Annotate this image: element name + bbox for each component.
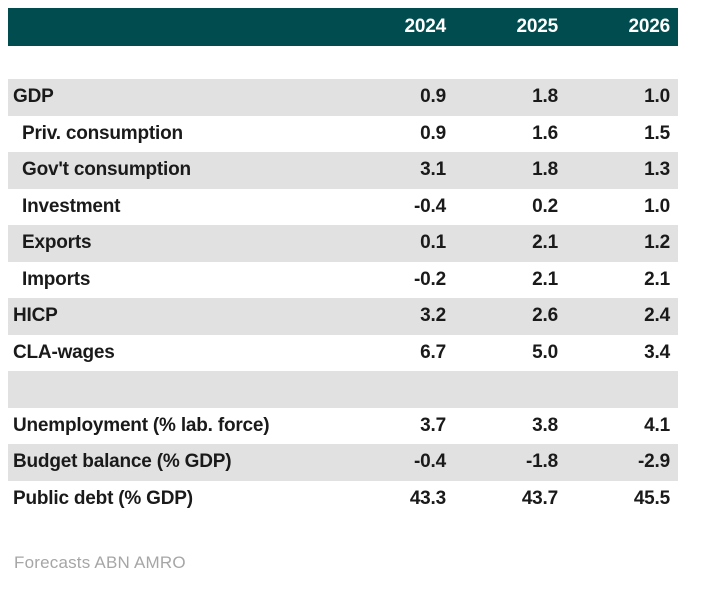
cell-value: -0.2 [414,268,446,290]
cell-value: 1.3 [644,159,670,181]
cell-value: 3.8 [532,414,558,436]
table-row: Unemployment (% lab. force) 3.7 3.8 4.1 [8,407,678,444]
cell-value: -0.4 [414,195,446,217]
row-label: GDP [13,86,54,108]
row-label: CLA-wages [13,341,115,363]
cell-value: 1.8 [532,159,558,181]
cell-value: 43.7 [521,487,558,509]
row-label: Priv. consumption [22,122,183,144]
table-row: HICP 3.2 2.6 2.4 [8,298,678,335]
header-body-gap [8,46,678,79]
row-label: Budget balance (% GDP) [13,451,232,473]
cell-value: -1.8 [526,451,558,473]
cell-value: 1.8 [532,86,558,108]
cell-value: -2.9 [638,451,670,473]
table-row: GDP 0.9 1.8 1.0 [8,79,678,116]
row-label: Imports [22,268,91,290]
table-body: GDP 0.9 1.8 1.0 Priv. consumption 0.9 1.6 1.5 Go… [8,79,678,517]
cell-value: 0.2 [532,195,558,217]
cell-value: 1.5 [644,122,670,144]
spacer-row [8,371,678,408]
cell-value: 2.1 [532,232,558,254]
cell-value: 1.0 [644,86,670,108]
cell-value: -0.4 [414,451,446,473]
cell-value: 3.7 [420,414,446,436]
row-label: Public debt (% GDP) [13,487,193,509]
table-row: Exports 0.1 2.1 1.2 [8,225,678,262]
cell-value: 43.3 [409,487,446,509]
row-label: Gov't consumption [22,159,191,181]
cell-value: 2.1 [644,268,670,290]
cell-value: 0.1 [420,232,446,254]
table-header-row: 2024 2025 2026 [8,8,678,46]
header-year-col-3: 2026 [628,16,671,37]
cell-value: 5.0 [532,341,558,363]
row-label: Exports [22,232,92,254]
table-row: Imports -0.2 2.1 2.1 [8,261,678,298]
cell-value: 4.1 [644,414,670,436]
cell-value: 1.2 [644,232,670,254]
cell-value: 2.4 [644,305,670,327]
header-year-col-2: 2025 [516,16,559,37]
table-row: Public debt (% GDP) 43.3 43.7 45.5 [8,480,678,517]
forecast-table-panel: 2024 2025 2026 GDP 0.9 1.8 1.0 Priv. consump… [8,8,678,573]
table-row: Budget balance (% GDP) -0.4 -1.8 -2.9 [8,444,678,481]
row-label: Investment [22,195,121,217]
cell-value: 0.9 [420,122,446,144]
cell-value: 45.5 [633,487,670,509]
source-note: Forecasts ABN AMRO [14,553,186,572]
cell-value: 2.6 [532,305,558,327]
cell-value: 3.4 [644,341,670,363]
row-label: Unemployment (% lab. force) [13,414,270,436]
row-label: HICP [13,305,58,327]
table-row: CLA-wages 6.7 5.0 3.4 [8,334,678,371]
cell-value: 6.7 [420,341,446,363]
table-row: Investment -0.4 0.2 1.0 [8,188,678,225]
header-year-col-1: 2024 [404,16,447,37]
cell-value: 3.2 [420,305,446,327]
cell-value: 1.0 [644,195,670,217]
cell-value: 2.1 [532,268,558,290]
table-row: Gov't consumption 3.1 1.8 1.3 [8,152,678,189]
cell-value: 1.6 [532,122,558,144]
cell-value: 0.9 [420,86,446,108]
cell-value: 3.1 [420,159,446,181]
table-row: Priv. consumption 0.9 1.6 1.5 [8,115,678,152]
